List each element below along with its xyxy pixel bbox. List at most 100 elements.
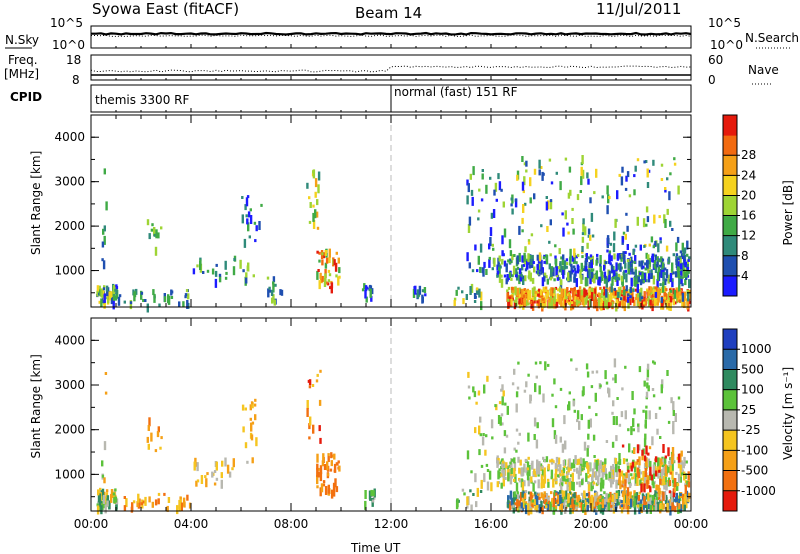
data-cell — [641, 454, 644, 461]
data-cell — [266, 276, 270, 280]
data-cell — [628, 194, 632, 198]
data-cell — [638, 260, 641, 267]
data-cell — [547, 200, 550, 210]
data-cell — [329, 286, 332, 290]
data-cell — [636, 158, 640, 162]
data-cell — [484, 449, 487, 456]
data-cell — [245, 272, 248, 279]
data-cell — [545, 505, 548, 509]
data-cell — [252, 274, 255, 278]
data-cell — [666, 370, 669, 376]
data-cell — [167, 294, 170, 304]
data-cell — [616, 253, 620, 260]
data-cell — [669, 172, 672, 176]
data-cell — [532, 261, 535, 264]
data-cell — [610, 505, 613, 512]
data-cell — [656, 271, 660, 281]
data-cell — [558, 277, 561, 281]
data-cell — [589, 418, 592, 428]
data-cell — [155, 229, 158, 239]
data-cell — [668, 490, 672, 494]
data-cell — [675, 492, 678, 502]
data-cell — [607, 477, 611, 481]
data-cell — [630, 498, 633, 508]
data-cell — [640, 296, 644, 300]
data-cell — [569, 505, 572, 515]
data-cell — [470, 283, 474, 293]
data-cell — [587, 475, 590, 479]
data-cell — [481, 436, 485, 446]
data-cell — [687, 481, 691, 488]
data-cell — [658, 469, 661, 473]
data-cell — [595, 168, 598, 178]
data-cell — [647, 300, 651, 307]
data-cell — [246, 218, 249, 225]
data-cell — [662, 281, 665, 288]
data-cell — [652, 470, 656, 479]
data-cell — [630, 277, 633, 287]
data-cell — [555, 266, 558, 276]
data-cell — [590, 212, 594, 222]
nsearch-tick-top: 10^5 — [708, 16, 741, 30]
data-cell — [480, 301, 483, 311]
data-cell — [533, 468, 536, 475]
data-cell — [625, 175, 628, 182]
data-cell — [629, 263, 633, 267]
data-cell — [601, 275, 605, 278]
data-cell — [655, 286, 658, 293]
data-cell — [103, 301, 106, 308]
data-cell — [316, 199, 319, 206]
data-cell — [224, 260, 227, 270]
data-cell — [103, 235, 106, 245]
data-cell — [686, 259, 689, 266]
data-cell — [319, 465, 323, 475]
data-cell — [481, 267, 485, 274]
data-cell — [540, 501, 543, 507]
data-cell — [573, 409, 576, 413]
data-cell — [629, 286, 632, 293]
data-cell — [549, 199, 553, 203]
data-cell — [319, 369, 322, 373]
data-cell — [623, 291, 626, 301]
data-cell — [658, 465, 662, 472]
data-cell — [323, 278, 327, 287]
data-cell — [530, 299, 533, 309]
data-cell — [580, 492, 584, 496]
data-cell — [523, 480, 526, 487]
data-cell — [483, 261, 486, 268]
data-cell — [468, 396, 471, 400]
data-cell — [527, 432, 530, 442]
data-cell — [495, 404, 498, 411]
nsky-label: N.Sky — [5, 33, 39, 47]
data-cell — [648, 501, 652, 505]
data-cell — [538, 252, 542, 262]
data-cell — [644, 419, 647, 429]
data-cell — [588, 262, 591, 268]
data-cell — [599, 495, 602, 499]
data-cell — [643, 496, 646, 506]
data-cell — [568, 166, 572, 173]
data-cell — [605, 278, 608, 288]
data-cell — [640, 260, 644, 270]
data-cell — [101, 258, 104, 262]
data-cell — [483, 384, 486, 394]
data-cell — [642, 279, 645, 283]
data-cell — [633, 498, 636, 508]
data-cell — [494, 404, 497, 408]
data-cell — [566, 287, 569, 296]
data-cell — [140, 291, 144, 295]
data-cell — [324, 262, 328, 269]
data-cell — [467, 371, 470, 378]
data-cell — [533, 193, 536, 200]
data-cell — [686, 266, 689, 276]
data-cell — [650, 474, 654, 481]
data-cell — [591, 370, 594, 374]
data-cell — [531, 504, 534, 508]
data-cell — [546, 278, 549, 285]
data-cell — [597, 297, 600, 301]
data-cell — [414, 285, 417, 295]
data-cell — [508, 239, 512, 249]
data-cell — [673, 289, 676, 299]
data-cell — [656, 428, 659, 435]
data-cell — [612, 504, 616, 514]
